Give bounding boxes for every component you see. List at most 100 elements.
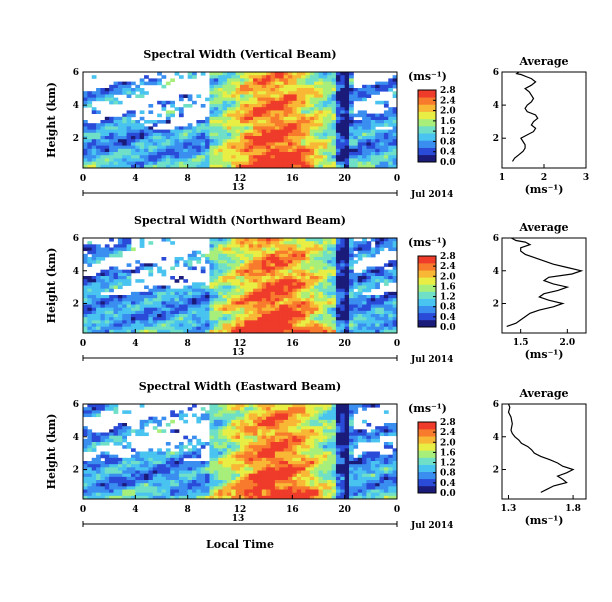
heatmap-cell [127, 314, 132, 318]
heatmap-cell [244, 420, 249, 424]
heatmap-cell [236, 439, 241, 443]
heatmap-cell [223, 282, 228, 286]
heatmap-cell [323, 104, 328, 108]
heatmap-cell [175, 130, 180, 134]
heatmap-cell [279, 464, 284, 468]
heatmap-cell [162, 301, 167, 305]
heatmap-cell [196, 289, 201, 293]
heatmap-cell [223, 474, 228, 478]
heatmap-cell [244, 162, 249, 166]
heatmap-cell [83, 327, 88, 331]
heatmap-cell [284, 480, 289, 484]
heatmap-cell [196, 158, 201, 162]
heatmap-cell [271, 251, 276, 255]
heatmap-cell [271, 155, 276, 159]
heatmap-cell [319, 155, 324, 159]
heatmap-cell [127, 490, 132, 494]
heatmap-cell [288, 133, 293, 137]
heatmap-cell [257, 162, 262, 166]
heatmap-cell [332, 324, 337, 328]
heatmap-cell [340, 72, 345, 76]
heatmap-cell [157, 155, 162, 159]
heatmap-cell [227, 404, 232, 408]
heatmap-cell [127, 483, 132, 487]
heatmap-cell [114, 279, 119, 283]
heatmap-cell [345, 75, 350, 79]
heatmap-cell [275, 471, 280, 475]
heatmap-cell [380, 88, 385, 92]
heatmap-cell [100, 248, 105, 252]
heatmap-cell [266, 327, 271, 331]
heatmap-cell [209, 273, 214, 277]
heatmap-cell [140, 82, 145, 86]
heatmap-cell [279, 282, 284, 286]
heatmap-cell [284, 85, 289, 89]
heatmap-cell [218, 486, 223, 490]
heatmap-cell [179, 317, 184, 321]
heatmap-cell [109, 94, 114, 98]
heatmap-cell [305, 471, 310, 475]
heatmap-cell [118, 133, 123, 137]
heatmap-cell [244, 429, 249, 433]
heatmap-cell [284, 407, 289, 411]
heatmap-cell [284, 254, 289, 258]
heatmap-cell [327, 286, 332, 290]
heatmap-cell [336, 257, 341, 261]
heatmap-cell [297, 114, 302, 118]
heatmap-cell [144, 126, 149, 130]
heatmap-cell [192, 452, 197, 456]
heatmap-cell [231, 426, 236, 430]
heatmap-cell [301, 146, 306, 150]
heatmap-cell [288, 292, 293, 296]
heatmap-cell [284, 286, 289, 290]
heatmap-cell [314, 162, 319, 166]
heatmap-cell [218, 448, 223, 452]
heatmap-cell [288, 458, 293, 462]
heatmap-cell [188, 324, 193, 328]
heatmap-cell [148, 483, 153, 487]
heatmap-cell [240, 85, 245, 89]
heatmap-cell [87, 442, 92, 446]
heatmap-cell [118, 298, 123, 302]
heatmap-cell [205, 292, 210, 296]
heatmap-cell [297, 82, 302, 86]
heatmap-cell [275, 314, 280, 318]
heatmap-cell [366, 88, 371, 92]
heatmap-cell [380, 133, 385, 137]
heatmap-cell [175, 467, 180, 471]
heatmap-cell [105, 279, 110, 283]
heatmap-cell [236, 480, 241, 484]
heatmap-cell [231, 423, 236, 427]
colorbar-tick-label: 0.8 [440, 137, 456, 147]
heatmap-cell [358, 133, 363, 137]
heatmap-cell [244, 78, 249, 82]
heatmap-cell [157, 295, 162, 299]
heatmap-cell [188, 286, 193, 290]
heatmap-cell [345, 298, 350, 302]
heatmap-cell [92, 254, 97, 258]
heatmap-cell [288, 107, 293, 111]
heatmap-cell [323, 110, 328, 114]
heatmap-cell [310, 455, 315, 459]
heatmap-cell [127, 263, 132, 267]
heatmap-cell [100, 162, 105, 166]
heatmap-cell [388, 88, 393, 92]
heatmap-cell [109, 474, 114, 478]
heatmap-cell [345, 107, 350, 111]
heatmap-cell [327, 136, 332, 140]
heatmap-cell [332, 305, 337, 309]
heatmap-cell [240, 75, 245, 79]
heatmap-cell [253, 298, 258, 302]
heatmap-cell [388, 295, 393, 299]
heatmap-cell [183, 139, 188, 143]
heatmap-cell [349, 149, 354, 153]
heatmap-cell [162, 257, 167, 261]
heatmap-cell [388, 263, 393, 267]
heatmap-cell [209, 152, 214, 156]
heatmap-cell [323, 254, 328, 258]
heatmap-cell [314, 442, 319, 446]
heatmap-cell [223, 114, 228, 118]
heatmap-cell [122, 493, 127, 497]
heatmap-cell [236, 123, 241, 127]
colorbar-swatch [418, 112, 436, 120]
